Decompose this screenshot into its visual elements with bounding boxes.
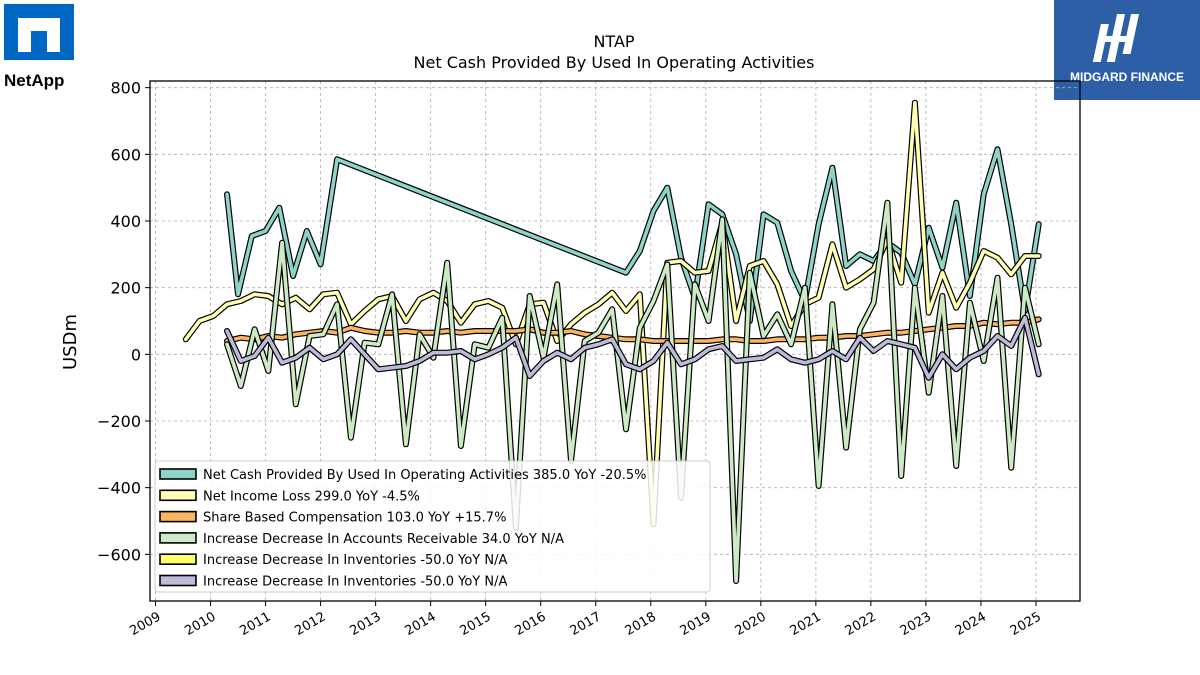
x-tick-label: 2015 [458, 609, 494, 639]
x-tick-label: 2025 [1008, 609, 1044, 639]
legend-box [154, 460, 711, 593]
legend-swatch [159, 489, 197, 502]
plot-frame [149, 80, 1081, 602]
chart-subtitle: Net Cash Provided By Used In Operating A… [414, 53, 815, 72]
series-line [225, 147, 1041, 323]
legend: Net Cash Provided By Used In Operating A… [154, 460, 711, 593]
midgard-logo-text: MIDGARD FINANCE [1070, 70, 1184, 84]
midgard-logo-emblem [1092, 14, 1140, 62]
x-tick-label: 2012 [292, 609, 328, 639]
netapp-logo: NetApp [4, 4, 88, 94]
netapp-logo-text: NetApp [4, 71, 64, 90]
legend-swatch [159, 553, 197, 566]
x-tick-label: 2013 [347, 609, 383, 639]
legend-entry-label: Increase Decrease In Inventories -50.0 Y… [203, 553, 507, 568]
x-tick-label: 2022 [843, 609, 879, 639]
series-line [184, 100, 1041, 527]
midgard-finance-logo-mark: MIDGARD FINANCE [1070, 14, 1184, 84]
x-tick-label: 2014 [402, 609, 438, 639]
netapp-logo-square [4, 4, 74, 60]
x-tick-label: 2011 [237, 609, 273, 639]
series-lines [182, 99, 1042, 584]
x-tick-label: 2017 [568, 609, 604, 639]
x-tick-label: 2010 [182, 609, 218, 639]
x-tick-label: 2016 [513, 609, 549, 639]
chart-title: NTAP [593, 32, 634, 51]
x-tick-label: 2018 [623, 609, 659, 639]
x-tick-label: 2020 [733, 609, 769, 639]
series-line [225, 315, 1041, 380]
x-tick-label: 2019 [678, 609, 714, 639]
legend-entry-label: Share Based Compensation 103.0 YoY +15.7… [203, 511, 506, 526]
midgard-finance-logo: MIDGARD FINANCE [1054, 0, 1200, 100]
series-line [225, 317, 1041, 343]
y-tick-label: −400 [97, 479, 141, 498]
netapp-logo-mark: NetApp [4, 4, 74, 90]
netapp-logo-n-shape [18, 18, 60, 52]
y-tick-label: 400 [110, 212, 141, 231]
y-axis-label: USDm [60, 314, 81, 370]
y-tick-label: −200 [97, 412, 141, 431]
series-line [225, 200, 1041, 583]
x-tick-label: 2024 [953, 609, 989, 639]
legend-entry-label: Increase Decrease In Accounts Receivable… [203, 532, 564, 547]
y-tick-label: 200 [110, 279, 141, 298]
x-tick-label: 2009 [127, 609, 163, 639]
legend-swatch [159, 574, 197, 587]
legend-swatch [159, 532, 197, 544]
legend-entry-label: Increase Decrease In Inventories -50.0 Y… [203, 575, 507, 590]
y-tick-label: −600 [97, 545, 141, 564]
y-tick-label: 800 [110, 79, 141, 98]
x-tick-label: 2023 [898, 609, 934, 639]
x-tick-label: 2021 [788, 609, 824, 639]
y-tick-label: 600 [110, 145, 141, 164]
legend-entry-label: Net Income Loss 299.0 YoY -4.5% [203, 489, 420, 504]
legend-swatch [159, 468, 197, 480]
legend-swatch [159, 510, 197, 523]
legend-entry-label: Net Cash Provided By Used In Operating A… [203, 468, 646, 483]
y-tick-label: 0 [131, 345, 141, 364]
